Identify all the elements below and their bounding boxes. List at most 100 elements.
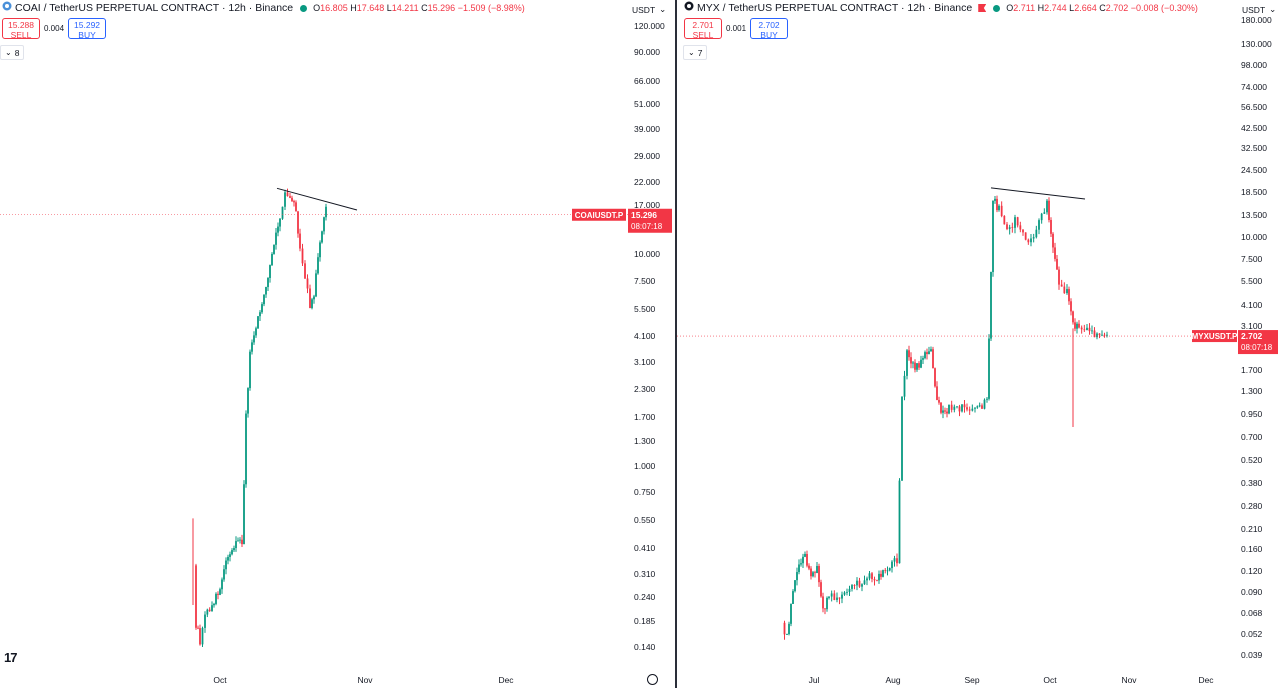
candle-body [263, 294, 265, 305]
y-axis-tick-label: 17.000 [634, 200, 660, 210]
y-axis-tick-label: 22.000 [634, 177, 660, 187]
myx-sell-button[interactable]: 2.701 SELL [684, 18, 722, 40]
candle-body [950, 404, 953, 410]
y-axis-tick-label: 0.280 [1241, 501, 1263, 511]
myx-price-chart[interactable]: 180.000 130.000 98.000 74.000 56.500 42.500 32… [677, 0, 1280, 688]
candle-body [983, 399, 986, 409]
candle-body [257, 316, 259, 329]
myx-chart-panel[interactable]: 180.000 130.000 98.000 74.000 56.500 42.500 32… [677, 0, 1280, 688]
candle-body [277, 226, 279, 233]
y-axis-tick-label: 7.500 [634, 276, 656, 286]
panel-divider[interactable] [675, 0, 677, 688]
y-axis-tick-label: 0.068 [1241, 608, 1263, 618]
candle-body [1035, 229, 1038, 238]
myx-symbol-header[interactable]: MYX / TetherUS PERPETUAL CONTRACT · 12h … [684, 1, 1198, 15]
candle-body [323, 217, 325, 232]
candle-body [315, 273, 317, 297]
y-axis-tick-label: 0.950 [1241, 409, 1263, 419]
candle-body [259, 312, 261, 317]
candle-body [858, 580, 861, 587]
candle-body [966, 407, 968, 410]
candle-body [299, 233, 301, 249]
coai-currency-selector[interactable]: USDT ⌄ [632, 4, 667, 15]
x-axis-tick-label: Dec [1198, 675, 1214, 685]
myx-indicators-toggle[interactable]: ⌄ 7 [683, 45, 708, 60]
candle-body [1022, 229, 1024, 233]
candle-body [1003, 216, 1006, 225]
candle-body [1050, 219, 1052, 234]
candle-body [918, 363, 920, 368]
coai-buy-button[interactable]: 15.292 BUY [68, 18, 107, 40]
candle-body [1076, 323, 1078, 329]
candle-body [924, 352, 926, 359]
candle-body [914, 362, 916, 370]
myx-symbol-title[interactable]: MYX / TetherUS PERPETUAL CONTRACT · 12h … [697, 2, 973, 14]
candle-body [930, 349, 932, 352]
y-axis-tick-label: 5.500 [634, 304, 656, 314]
candle-body [846, 591, 848, 593]
y-axis-tick-label: 5.500 [1241, 276, 1263, 286]
candle-body [808, 565, 810, 569]
candle-body [882, 570, 884, 577]
coai-symbol-header[interactable]: COAI / TetherUS PERPETUAL CONTRACT · 12h… [2, 1, 525, 15]
y-axis-tick-label: 180.000 [1241, 15, 1272, 25]
candle-body [820, 582, 822, 597]
candle-body [211, 605, 213, 612]
candle-body [818, 565, 820, 583]
candle-body [1068, 289, 1070, 302]
last-price-label: 2.702 [1241, 331, 1263, 341]
candle-body [976, 406, 979, 408]
y-axis-tick-label: 66.000 [634, 76, 660, 86]
candle-body [826, 597, 828, 610]
myx-currency-selector[interactable]: USDT ⌄ [1242, 4, 1277, 15]
candle-body [843, 592, 846, 595]
candle-body [806, 553, 808, 566]
candle-body [946, 411, 948, 414]
myx-buy-button[interactable]: 2.702 BUY [750, 18, 789, 40]
candle-body [836, 597, 838, 600]
candle-body [783, 622, 786, 635]
last-price-label: 15.296 [631, 210, 657, 220]
candle-body [237, 540, 239, 542]
candle-body [1054, 247, 1056, 259]
tradingview-logo-icon[interactable]: 17 [4, 650, 18, 665]
candle-body [932, 349, 934, 369]
candle-body [1091, 330, 1093, 332]
candle-body [888, 568, 891, 571]
flag-icon[interactable] [978, 4, 987, 12]
coai-sell-button[interactable]: 15.288 SELL [2, 18, 40, 40]
candle-body [1011, 227, 1014, 228]
coai-indicators-toggle[interactable]: ⌄ 8 [0, 45, 25, 60]
candle-body [861, 584, 863, 587]
coai-spread: 0.004 [44, 24, 65, 33]
candle-body [325, 206, 327, 218]
candle-body [884, 570, 887, 571]
candle-body [201, 627, 204, 645]
candle-body [824, 608, 826, 610]
candle-body [1086, 327, 1088, 331]
symbol-tag: MYXUSDT.P [1192, 332, 1238, 341]
candle-body [901, 396, 903, 481]
candle-body [958, 406, 961, 412]
candle-body [790, 603, 792, 624]
candle-body [227, 556, 229, 561]
chart-settings-icon[interactable] [647, 674, 658, 685]
candle-body [295, 202, 297, 212]
y-axis-tick-label: 3.100 [1241, 321, 1263, 331]
coai-symbol-title[interactable]: COAI / TetherUS PERPETUAL CONTRACT · 12h… [15, 2, 294, 14]
coai-chart-panel[interactable]: 120.000 90.000 66.000 51.000 39.000 29.000 22.… [0, 0, 675, 688]
symbol-tag-bg [1192, 330, 1237, 343]
candle-body [245, 413, 247, 485]
candle-body [916, 363, 918, 370]
y-axis-tick-label: 56.500 [1241, 102, 1267, 112]
candle-body [796, 572, 798, 581]
y-axis-tick-label: 120.000 [634, 21, 665, 31]
candle-body [830, 593, 833, 597]
candle-body [281, 206, 284, 219]
y-axis-tick-label: 10.000 [634, 249, 660, 259]
candle-body [313, 296, 315, 300]
symbol-tag-bg [572, 208, 626, 221]
coai-price-chart[interactable]: 120.000 90.000 66.000 51.000 39.000 29.000 22.… [0, 0, 675, 688]
y-axis-tick-label: 0.185 [634, 616, 656, 626]
candle-body [1008, 227, 1011, 230]
